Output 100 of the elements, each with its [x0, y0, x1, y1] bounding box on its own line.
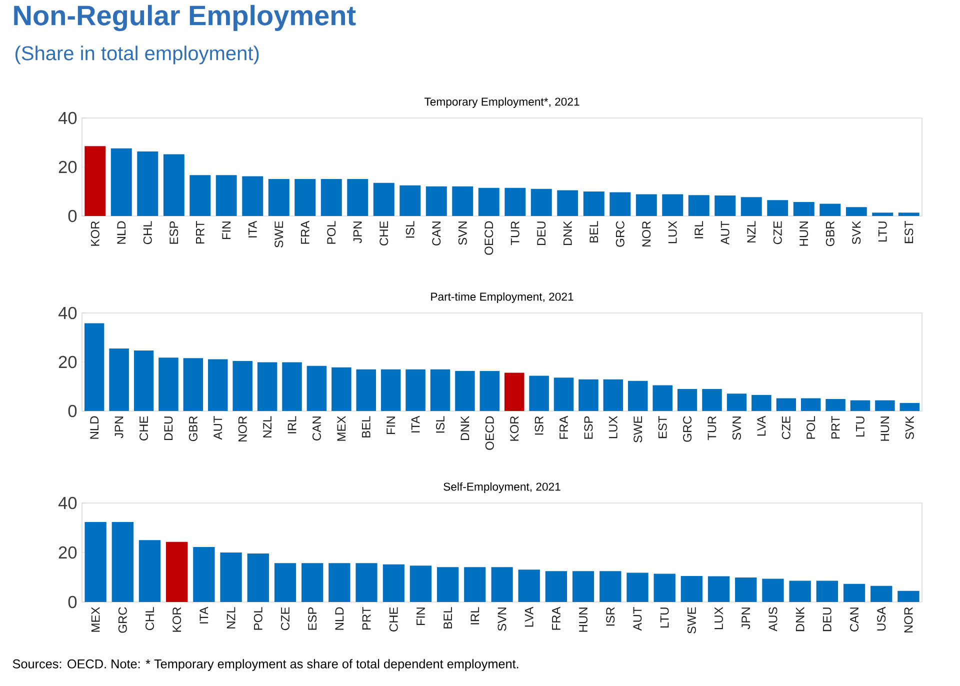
x-tick-label: JPN — [742, 608, 750, 630]
y-tick-label: 0 — [68, 404, 77, 418]
bar — [216, 175, 237, 216]
bar — [875, 400, 895, 411]
x-tick-label: BEL — [444, 607, 452, 628]
x-tick-label: CHL — [145, 607, 154, 630]
x-tick-label: JPN — [353, 222, 362, 244]
source-note: Sources: OECD. Note: * Temporary employment as share of total dependent employment. — [12, 659, 518, 671]
y-tick-label: 40 — [58, 496, 77, 510]
bar — [900, 402, 920, 411]
x-tick-label: NLD — [335, 607, 344, 630]
bar — [826, 398, 846, 411]
bar — [347, 179, 368, 216]
y-tick-label: 40 — [58, 306, 77, 320]
x-tick-label: DEU — [822, 608, 832, 632]
x-tick-label: GRC — [616, 221, 624, 247]
x-tick-label: USA — [877, 606, 886, 630]
x-tick-label: LUX — [668, 220, 677, 244]
x-tick-label: SVK — [905, 416, 914, 440]
x-tick-label: ISR — [534, 416, 544, 435]
bar — [426, 186, 447, 216]
bar — [776, 398, 796, 411]
bar — [518, 570, 540, 602]
x-tick-label: OECD — [485, 416, 494, 450]
x-tick-label: ESP — [584, 416, 593, 439]
x-tick-label: NOR — [238, 416, 247, 442]
bar — [112, 522, 134, 602]
x-tick-label: NZL — [747, 221, 756, 242]
bar — [301, 563, 324, 602]
bar — [898, 590, 920, 602]
bar — [328, 563, 350, 602]
x-tick-label: CZE — [782, 416, 790, 440]
x-tick-label: FRA — [301, 220, 310, 244]
bar — [455, 370, 475, 411]
x-tick-label: LTU — [878, 222, 887, 242]
bar — [480, 371, 500, 411]
bar — [268, 179, 290, 216]
bar — [529, 376, 549, 411]
bar — [793, 202, 814, 216]
x-tick-label: ITA — [200, 606, 208, 624]
bar — [752, 394, 772, 411]
bar — [406, 369, 426, 411]
text: (Share in total employment) — [16, 46, 259, 64]
bar — [356, 563, 378, 602]
x-tick-label: IRL — [694, 221, 704, 238]
bar — [430, 369, 450, 411]
x-tick-label: KOR — [510, 416, 519, 441]
x-tick-label: DNK — [460, 416, 470, 440]
bar — [208, 359, 228, 411]
y-tick-label: 20 — [58, 356, 77, 368]
text: Non-Regular Employment — [14, 4, 356, 32]
bar — [109, 348, 129, 411]
x-tick-label: IRL — [470, 607, 480, 624]
x-tick-label: ISL — [406, 221, 414, 238]
x-tick-label: TUR — [708, 416, 716, 440]
x-tick-label: FRA — [560, 416, 568, 439]
bar — [677, 388, 698, 411]
x-tick-label: LTU — [856, 416, 864, 437]
x-tick-label: LTU — [660, 608, 669, 628]
x-tick-label: LUX — [608, 416, 618, 438]
bar — [870, 586, 892, 602]
x-tick-label: NLD — [90, 416, 98, 439]
bar — [816, 580, 838, 602]
x-tick-label: CAN — [312, 416, 321, 440]
bar — [652, 385, 672, 411]
x-tick-label: ISL — [436, 416, 444, 433]
x-tick-label: NZL — [226, 607, 236, 628]
bar — [530, 188, 552, 216]
x-tick-label: CHE — [140, 416, 148, 440]
bar — [504, 372, 524, 411]
x-tick-label: NLD — [117, 221, 126, 244]
x-tick-label: AUT — [633, 606, 642, 631]
x-tick-label: ITA — [248, 220, 257, 238]
y-tick-label: 40 — [58, 112, 77, 124]
x-tick-label: KOR — [90, 221, 100, 246]
bar — [84, 323, 104, 411]
x-tick-label: BEL — [590, 221, 598, 242]
x-tick-label: JPN — [114, 416, 124, 438]
x-tick-label: EST — [658, 416, 667, 438]
bar — [137, 151, 158, 216]
chart-title: Part-time Employment, 2021 — [431, 292, 574, 303]
x-tick-label: CAN — [432, 222, 441, 246]
bar — [726, 394, 747, 411]
x-tick-label: SWE — [687, 607, 696, 634]
x-tick-label: SWE — [634, 416, 642, 442]
x-tick-label: DEU — [537, 222, 546, 246]
bar — [735, 578, 757, 602]
x-tick-label: FIN — [222, 222, 231, 240]
bar — [767, 200, 788, 216]
bar — [820, 204, 841, 216]
x-tick-label: MEX — [91, 606, 100, 632]
bar — [294, 179, 316, 216]
bar — [572, 571, 594, 602]
bar — [688, 195, 710, 216]
x-tick-label: LVA — [524, 606, 534, 627]
x-tick-label: LVA — [757, 416, 766, 436]
bar — [603, 379, 624, 411]
bar — [872, 212, 894, 216]
x-tick-label: TUR — [510, 221, 520, 246]
bar — [714, 195, 736, 216]
